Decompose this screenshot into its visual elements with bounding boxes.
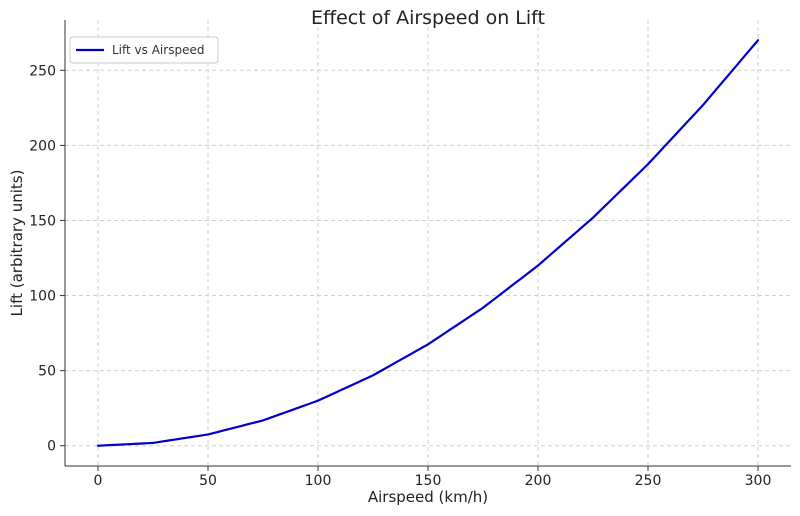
ticks-layer: 0 50 100 150 200 250 300 0 50 100 150 200 250 — [29, 63, 771, 489]
x-tick-label: 50 — [199, 473, 217, 489]
x-tick-label: 200 — [525, 473, 552, 489]
y-tick-label: 200 — [29, 138, 56, 154]
series-line-0 — [96, 39, 760, 447]
series-layer — [96, 39, 760, 447]
y-tick-label: 50 — [38, 364, 56, 380]
legend-box — [69, 36, 219, 64]
x-tick-label: 250 — [635, 473, 662, 489]
y-tick-label: 100 — [29, 289, 56, 305]
x-tick-label: 150 — [415, 473, 442, 489]
legend: Lift vs Airspeed — [69, 36, 219, 64]
y-tick-label: 0 — [47, 439, 56, 455]
legend-label: Lift vs Airspeed — [112, 43, 204, 57]
x-tick-label: 100 — [305, 473, 332, 489]
y-tick-label: 250 — [29, 63, 56, 79]
y-tick-label: 150 — [29, 213, 56, 229]
x-tick-label: 0 — [94, 473, 103, 489]
x-axis-label: Airspeed (km/h) — [368, 488, 488, 506]
grid-layer — [65, 20, 791, 466]
y-axis-label: Lift (arbitrary units) — [8, 170, 26, 317]
x-tick-label: 300 — [745, 473, 772, 489]
chart-title: Effect of Airspeed on Lift — [311, 7, 545, 29]
